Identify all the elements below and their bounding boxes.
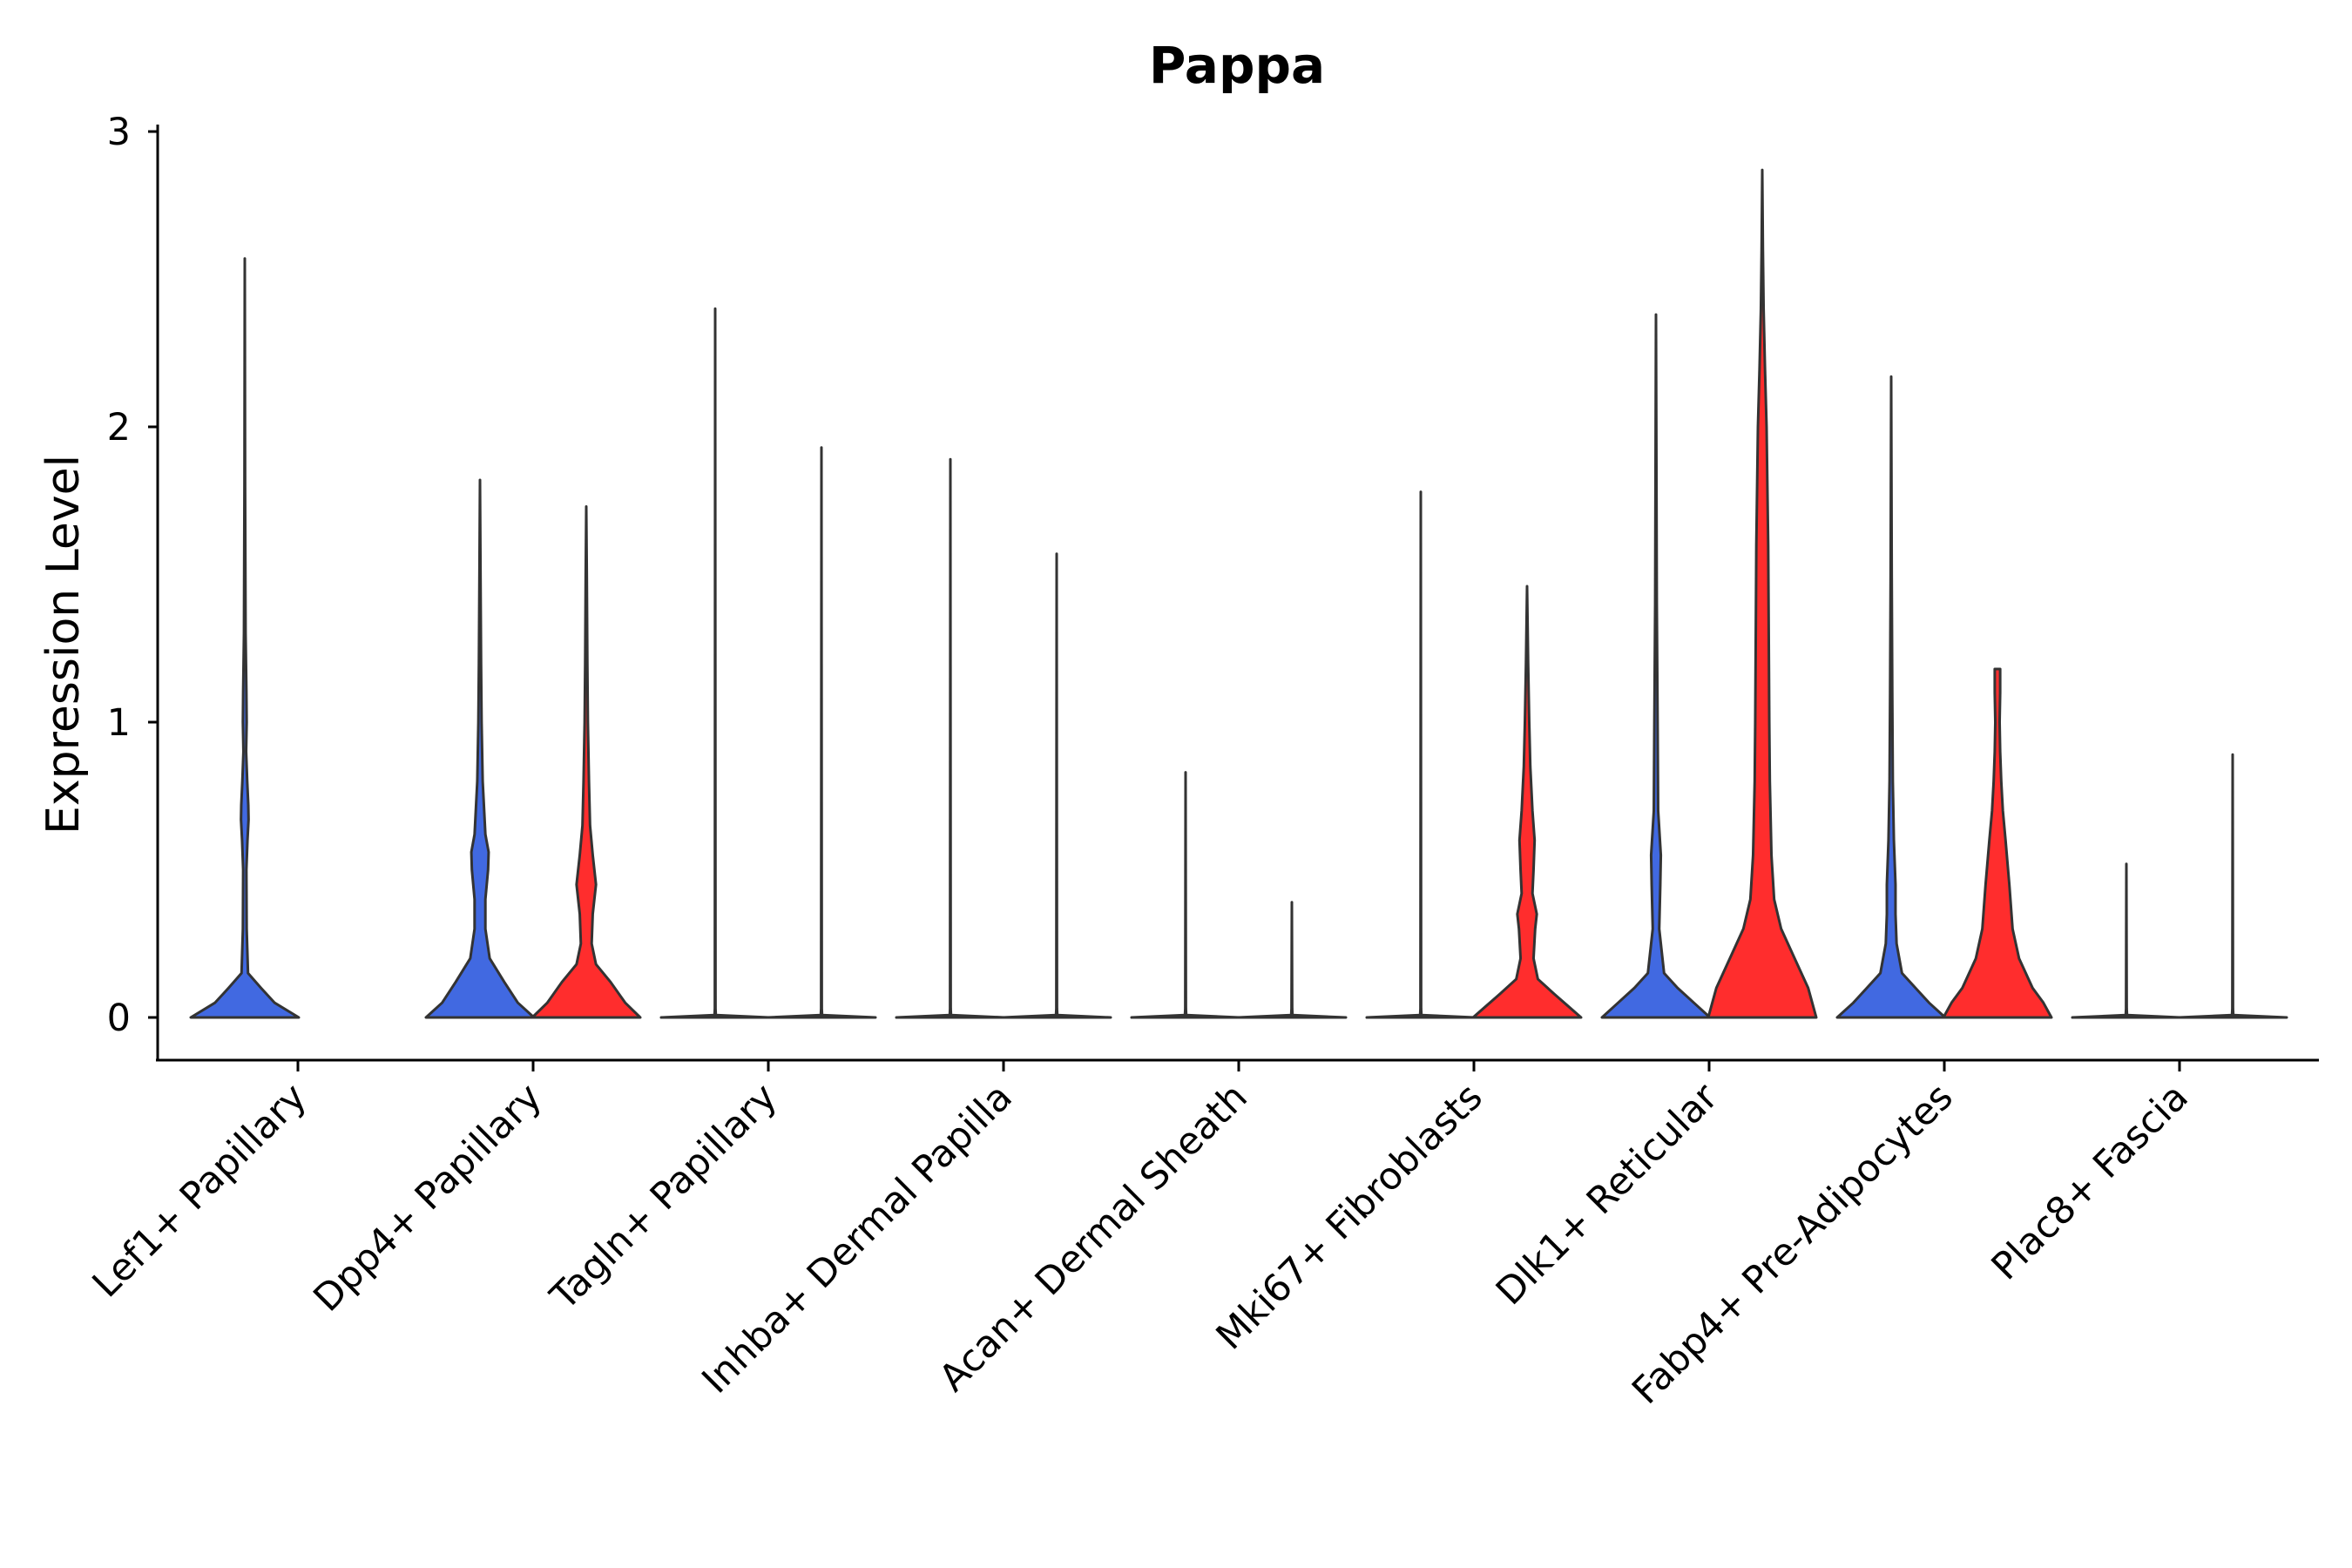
violin-red bbox=[1942, 667, 2053, 1019]
y-tick-label: 2 bbox=[107, 406, 131, 449]
violin-red bbox=[1707, 168, 1818, 1019]
x-tick-label: Dlk1+ Reticular bbox=[1488, 1075, 1727, 1314]
y-axis-label: Expression Level bbox=[37, 455, 90, 835]
violin-red bbox=[1236, 901, 1348, 1019]
x-tick-label: Tagln+ Papillary bbox=[542, 1075, 786, 1319]
y-tick-label: 0 bbox=[107, 997, 131, 1040]
violin-red bbox=[766, 446, 877, 1019]
x-tick-label: Lef1+ Papillary bbox=[84, 1075, 315, 1306]
x-tick-label: Dpp4+ Papillary bbox=[306, 1075, 551, 1320]
violin-blue bbox=[2071, 862, 2182, 1019]
violin-red bbox=[1471, 585, 1583, 1019]
violin-blue bbox=[1835, 375, 1947, 1019]
violin-blue bbox=[895, 457, 1006, 1019]
violin-red bbox=[2177, 753, 2288, 1019]
violin-blue bbox=[1130, 771, 1241, 1019]
violin-blue bbox=[189, 257, 301, 1019]
violin-blue bbox=[424, 478, 536, 1019]
violin-red bbox=[1001, 552, 1112, 1019]
y-tick-label: 1 bbox=[107, 701, 131, 745]
y-ticks: 0 1 2 3 bbox=[107, 111, 158, 1040]
violin-blue bbox=[659, 307, 771, 1019]
violin-blue bbox=[1600, 313, 1712, 1019]
x-tick-label: Mki67+ Fibroblasts bbox=[1208, 1075, 1491, 1358]
violins-layer bbox=[189, 168, 2288, 1019]
y-tick-label: 3 bbox=[107, 111, 131, 154]
x-tick-label: Plac8+ Fascia bbox=[1984, 1075, 2197, 1288]
violin-blue bbox=[1365, 490, 1477, 1019]
violin-red bbox=[531, 505, 642, 1019]
chart-title: Pappa bbox=[1149, 36, 1325, 95]
